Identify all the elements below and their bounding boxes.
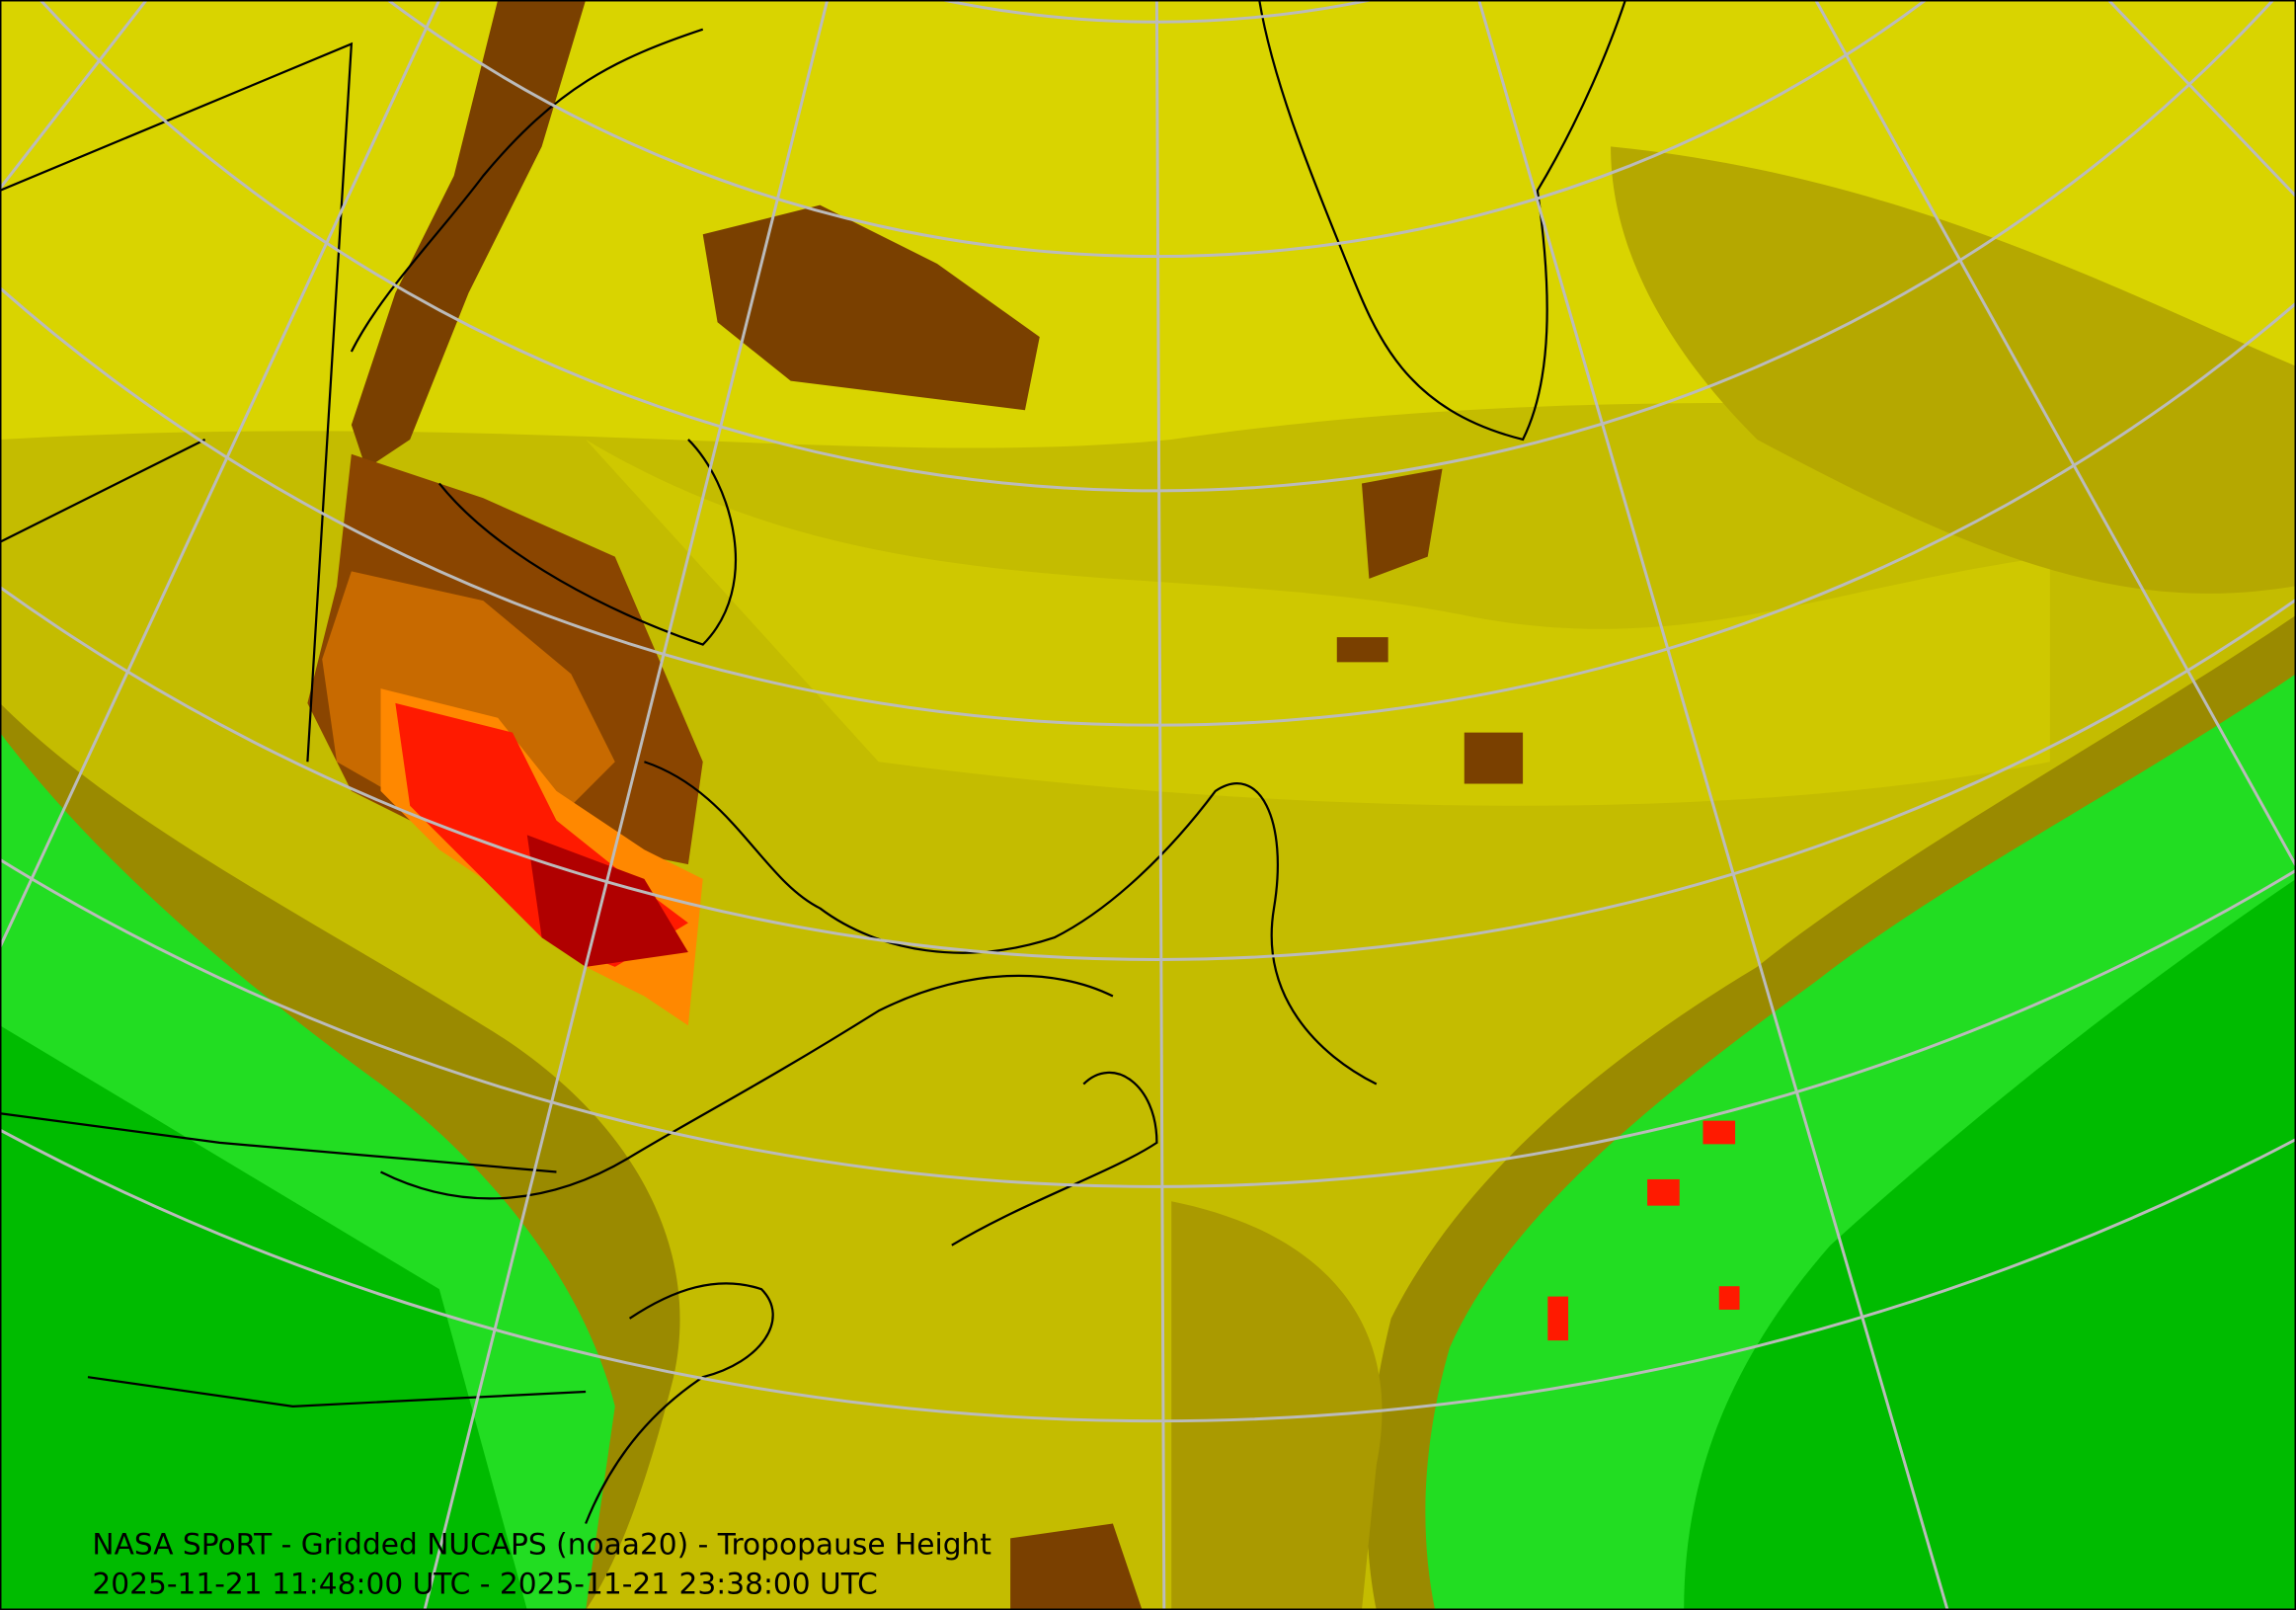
map-time-range: 2025-11-21 11:48:00 UTC - 2025-11-21 23:… — [92, 1567, 877, 1601]
coastlines — [0, 0, 1626, 1524]
tropopause-anomalies — [307, 0, 1740, 1610]
map-title: NASA SPoRT - Gridded NUCAPS (noaa20) - T… — [92, 1527, 991, 1562]
